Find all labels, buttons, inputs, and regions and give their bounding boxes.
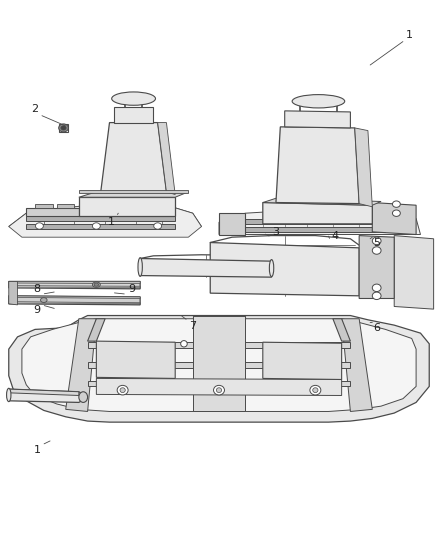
Polygon shape <box>372 203 416 235</box>
Polygon shape <box>26 216 175 221</box>
Polygon shape <box>140 259 272 277</box>
Text: 9: 9 <box>128 284 135 294</box>
Ellipse shape <box>292 94 345 108</box>
Polygon shape <box>9 281 140 284</box>
Polygon shape <box>210 243 359 296</box>
Ellipse shape <box>372 284 381 292</box>
Polygon shape <box>9 296 140 298</box>
Polygon shape <box>263 342 342 379</box>
Polygon shape <box>79 190 188 193</box>
Polygon shape <box>26 208 79 216</box>
Polygon shape <box>79 197 175 216</box>
Polygon shape <box>193 316 245 411</box>
Text: 6: 6 <box>373 323 380 333</box>
Polygon shape <box>9 281 140 289</box>
Ellipse shape <box>138 258 142 276</box>
Text: 9: 9 <box>34 305 41 315</box>
Polygon shape <box>88 319 105 341</box>
Polygon shape <box>96 341 175 378</box>
Polygon shape <box>96 378 342 395</box>
Polygon shape <box>285 111 350 128</box>
Polygon shape <box>26 224 175 229</box>
Ellipse shape <box>392 210 400 216</box>
Ellipse shape <box>35 223 43 229</box>
Ellipse shape <box>313 387 318 392</box>
Ellipse shape <box>61 126 66 130</box>
Text: 1: 1 <box>108 217 115 227</box>
Polygon shape <box>355 128 372 207</box>
Polygon shape <box>342 319 372 411</box>
Polygon shape <box>9 205 201 227</box>
Text: 3: 3 <box>272 227 279 237</box>
Polygon shape <box>22 319 416 411</box>
Polygon shape <box>219 213 245 235</box>
Ellipse shape <box>214 385 224 395</box>
Ellipse shape <box>79 392 88 402</box>
Polygon shape <box>57 204 74 208</box>
Ellipse shape <box>372 247 381 254</box>
Polygon shape <box>88 342 350 348</box>
Text: 8: 8 <box>34 284 41 294</box>
Text: 1: 1 <box>406 30 413 39</box>
Polygon shape <box>9 302 140 304</box>
Ellipse shape <box>216 387 222 392</box>
Polygon shape <box>9 316 429 422</box>
Ellipse shape <box>154 223 162 229</box>
Ellipse shape <box>92 223 100 229</box>
Ellipse shape <box>117 385 128 395</box>
Ellipse shape <box>269 260 274 277</box>
Ellipse shape <box>392 201 400 207</box>
Polygon shape <box>79 192 188 197</box>
Polygon shape <box>9 296 140 305</box>
Polygon shape <box>263 198 381 205</box>
Ellipse shape <box>94 283 99 286</box>
Text: 2: 2 <box>32 104 39 114</box>
Polygon shape <box>359 236 394 298</box>
Ellipse shape <box>41 297 47 303</box>
Polygon shape <box>114 107 153 123</box>
Polygon shape <box>158 123 175 195</box>
Ellipse shape <box>180 341 187 347</box>
Text: 4: 4 <box>332 231 339 240</box>
Text: 5: 5 <box>373 238 380 247</box>
Ellipse shape <box>59 124 68 132</box>
Ellipse shape <box>92 282 100 287</box>
Polygon shape <box>66 319 96 411</box>
Polygon shape <box>245 227 385 232</box>
Polygon shape <box>276 127 359 204</box>
Polygon shape <box>101 123 166 192</box>
Ellipse shape <box>372 292 381 300</box>
Polygon shape <box>394 236 434 309</box>
Polygon shape <box>88 362 350 368</box>
Polygon shape <box>333 319 350 341</box>
Polygon shape <box>219 209 420 235</box>
Polygon shape <box>9 389 79 395</box>
Polygon shape <box>9 205 201 237</box>
Ellipse shape <box>372 237 381 245</box>
Text: 1: 1 <box>34 446 41 455</box>
Ellipse shape <box>112 92 155 106</box>
Polygon shape <box>9 286 140 288</box>
Ellipse shape <box>310 385 321 395</box>
Polygon shape <box>245 219 385 224</box>
Polygon shape <box>88 381 350 386</box>
Polygon shape <box>35 204 53 208</box>
Polygon shape <box>9 389 88 402</box>
Ellipse shape <box>7 388 11 402</box>
Ellipse shape <box>120 387 125 392</box>
Polygon shape <box>263 203 372 224</box>
Polygon shape <box>9 281 18 305</box>
Text: 7: 7 <box>189 321 196 331</box>
